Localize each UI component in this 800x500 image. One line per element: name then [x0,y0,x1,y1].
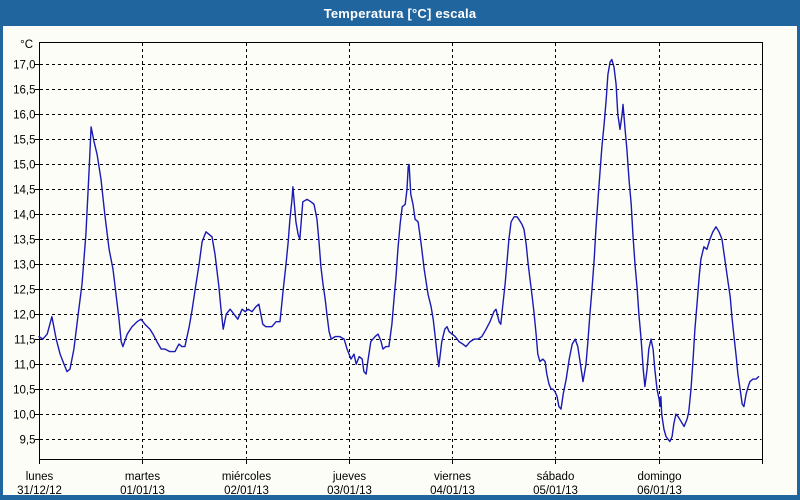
y-axis-label: 11,5 [14,335,36,347]
x-axis-date-label: 31/12/12 [17,485,62,497]
y-axis-label: 13,5 [13,235,35,247]
y-axis-label: 9,5 [20,435,36,447]
y-axis-label: 10,5 [13,385,35,397]
y-axis-label: 15,5 [13,135,35,147]
x-axis-day-label: miércoles [222,471,271,483]
x-axis-date-label: 03/01/13 [327,485,372,497]
x-axis-date-label: 05/01/13 [533,485,578,497]
y-axis-label: 14,0 [13,210,35,222]
x-axis-day-label: lunes [26,471,54,483]
y-axis-label: 13,0 [13,260,35,272]
x-axis-day-label: martes [125,471,160,483]
x-axis-day-label: domingo [637,471,681,483]
y-axis-label: 10,0 [13,410,35,422]
x-axis-day-label: viernes [434,471,471,483]
y-axis-label: 17,0 [13,60,35,72]
window-title: Temperatura [°C] escala [323,5,477,21]
x-axis-date-label: 01/01/13 [120,485,165,497]
plot-border [39,42,763,460]
y-axis-label: 16,5 [13,85,35,97]
x-axis-date-label: 06/01/13 [637,485,682,497]
x-axis-date-label: 02/01/13 [224,485,269,497]
y-axis-label: 14,5 [13,185,35,197]
y-axis-label: 15,0 [13,160,35,172]
y-axis-label: 11,0 [14,360,36,372]
y-axis-unit-label: °C [20,39,33,51]
x-axis-day-label: jueves [332,471,366,483]
window-titlebar: Temperatura [°C] escala [0,0,800,26]
temperature-line [38,58,760,443]
x-axis-day-label: sábado [537,471,575,483]
x-axis-date-label: 04/01/13 [430,485,475,497]
y-axis-label: 12,5 [13,285,35,297]
y-axis-label: 16,0 [13,110,35,122]
y-axis-label: 12,0 [13,310,35,322]
